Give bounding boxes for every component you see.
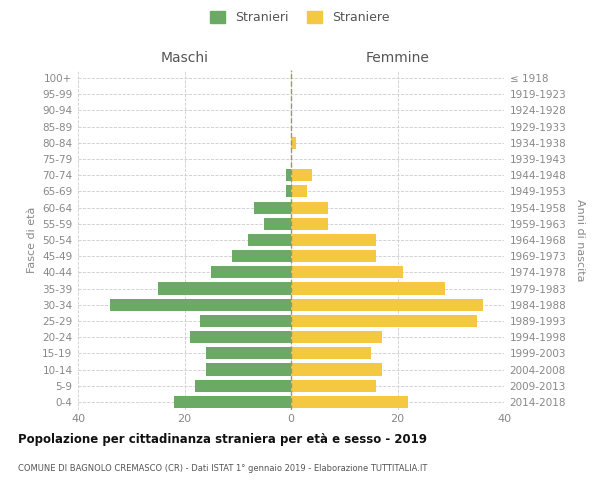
Bar	[291, 348, 371, 360]
Bar	[291, 282, 445, 294]
Bar	[291, 169, 313, 181]
Bar	[291, 396, 408, 408]
Bar	[291, 380, 376, 392]
Bar	[291, 234, 376, 246]
Bar	[286, 186, 291, 198]
Bar	[291, 298, 483, 311]
Bar	[286, 169, 291, 181]
Bar	[195, 380, 291, 392]
Bar	[291, 186, 307, 198]
Text: COMUNE DI BAGNOLO CREMASCO (CR) - Dati ISTAT 1° gennaio 2019 - Elaborazione TUTT: COMUNE DI BAGNOLO CREMASCO (CR) - Dati I…	[18, 464, 427, 473]
Text: Femmine: Femmine	[365, 51, 430, 65]
Bar	[232, 250, 291, 262]
Bar	[248, 234, 291, 246]
Y-axis label: Anni di nascita: Anni di nascita	[575, 198, 584, 281]
Bar	[211, 266, 291, 278]
Bar	[291, 137, 296, 149]
Bar	[158, 282, 291, 294]
Bar	[291, 315, 478, 327]
Bar	[174, 396, 291, 408]
Bar	[206, 348, 291, 360]
Bar	[291, 202, 328, 213]
Bar	[291, 218, 328, 230]
Bar	[254, 202, 291, 213]
Bar	[200, 315, 291, 327]
Text: Popolazione per cittadinanza straniera per età e sesso - 2019: Popolazione per cittadinanza straniera p…	[18, 432, 427, 446]
Bar	[291, 364, 382, 376]
Legend: Stranieri, Straniere: Stranieri, Straniere	[205, 6, 395, 29]
Y-axis label: Fasce di età: Fasce di età	[26, 207, 37, 273]
Bar	[291, 331, 382, 343]
Bar	[291, 250, 376, 262]
Bar	[206, 364, 291, 376]
Bar	[291, 266, 403, 278]
Bar	[265, 218, 291, 230]
Text: Maschi: Maschi	[160, 51, 209, 65]
Bar	[190, 331, 291, 343]
Bar	[110, 298, 291, 311]
